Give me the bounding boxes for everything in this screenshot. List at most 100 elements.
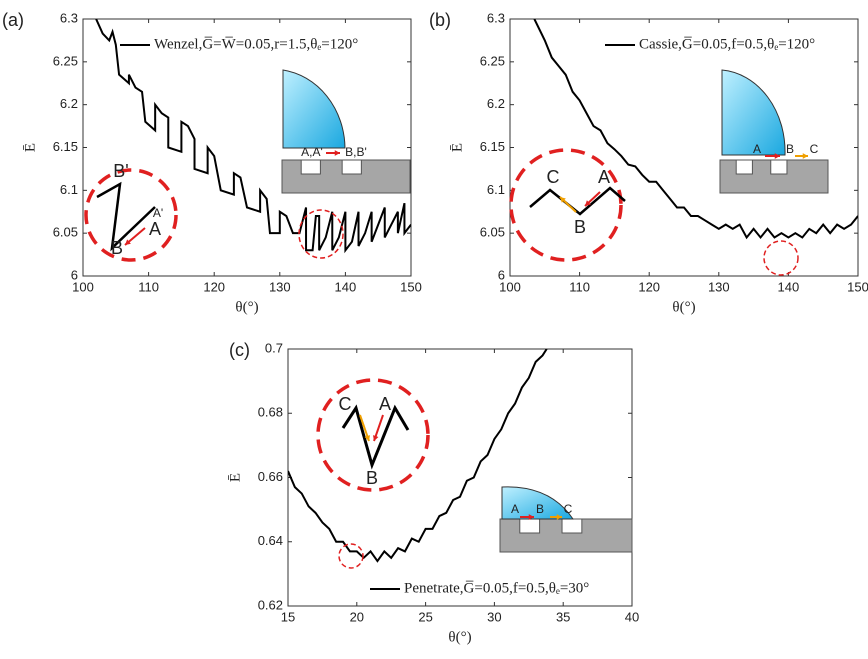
arrow-head bbox=[556, 514, 562, 520]
x-tick-label: 35 bbox=[556, 609, 570, 624]
legend-label: Cassie,G̅=0.05,f=0.5,θₑ=120° bbox=[639, 36, 815, 52]
x-tick-label: 20 bbox=[350, 609, 364, 624]
x-axis-label: θ(°) bbox=[235, 299, 258, 315]
highlight-circle bbox=[338, 543, 364, 569]
panel-label: (b) bbox=[429, 10, 451, 30]
x-tick-label: 130 bbox=[269, 279, 291, 294]
arrow-head bbox=[585, 200, 591, 206]
annotation: C bbox=[339, 394, 352, 414]
x-tick-label: 120 bbox=[203, 279, 225, 294]
droplet bbox=[282, 69, 346, 149]
legend-label: Penetrate,G̅=0.05,f=0.5,θₑ=30° bbox=[404, 580, 589, 596]
arrow-head bbox=[774, 153, 780, 159]
panel-label: (c) bbox=[229, 340, 250, 360]
x-tick-label: 110 bbox=[569, 279, 590, 294]
annotation: B bbox=[111, 238, 123, 258]
annotation: B,B' bbox=[345, 145, 367, 159]
x-tick-label: 150 bbox=[847, 279, 868, 294]
arrow-head bbox=[373, 435, 379, 441]
groove bbox=[519, 518, 541, 534]
annotation: A bbox=[598, 167, 610, 187]
annotation: B bbox=[536, 502, 544, 516]
annotation: B bbox=[366, 468, 378, 488]
y-axis-label: Ē bbox=[449, 143, 465, 152]
x-tick-label: 140 bbox=[335, 279, 357, 294]
y-tick-label: 6.2 bbox=[60, 96, 78, 111]
x-tick-label: 140 bbox=[778, 279, 800, 294]
x-tick-label: 130 bbox=[708, 279, 730, 294]
groove bbox=[341, 159, 362, 175]
x-tick-label: 15 bbox=[281, 609, 295, 624]
legend-label: Wenzel,G̅=W̅=0.05,r=1.5,θₑ=120° bbox=[154, 36, 358, 52]
annotation: A bbox=[149, 219, 161, 239]
panel-label: (a) bbox=[2, 10, 24, 30]
arrow-head bbox=[528, 514, 534, 520]
y-tick-label: 0.62 bbox=[258, 597, 283, 612]
data-line bbox=[95, 19, 411, 254]
arrow-head bbox=[334, 150, 340, 156]
data-line bbox=[533, 19, 858, 240]
y-tick-label: 6.05 bbox=[480, 225, 505, 240]
arrow-head bbox=[560, 197, 566, 203]
arrow-head bbox=[802, 153, 808, 159]
x-tick-label: 120 bbox=[638, 279, 660, 294]
highlight-circle bbox=[316, 378, 430, 492]
highlight-circle bbox=[763, 240, 799, 276]
annotation: C bbox=[547, 167, 560, 187]
zigzag bbox=[96, 181, 156, 252]
y-tick-label: 6.05 bbox=[53, 225, 78, 240]
zigzag bbox=[341, 404, 410, 470]
annotation: A bbox=[753, 142, 761, 156]
y-tick-label: 0.7 bbox=[265, 340, 283, 355]
x-tick-label: 100 bbox=[72, 279, 94, 294]
y-tick-label: 0.68 bbox=[258, 405, 283, 420]
annotation: A bbox=[511, 502, 519, 516]
y-tick-label: 6 bbox=[498, 267, 505, 282]
x-tick-label: 30 bbox=[487, 609, 501, 624]
x-tick-label: 100 bbox=[499, 279, 521, 294]
highlight-circle bbox=[298, 209, 344, 259]
x-tick-label: 25 bbox=[418, 609, 432, 624]
y-tick-label: 6.1 bbox=[487, 182, 505, 197]
y-tick-label: 6 bbox=[71, 267, 78, 282]
y-tick-label: 6.2 bbox=[487, 96, 505, 111]
droplet bbox=[501, 486, 574, 520]
groove bbox=[770, 159, 788, 175]
y-tick-label: 6.1 bbox=[60, 182, 78, 197]
y-tick-label: 0.64 bbox=[258, 533, 283, 548]
highlight-circle bbox=[509, 148, 623, 262]
plot-area bbox=[509, 18, 859, 277]
annotation: A,A' bbox=[301, 145, 323, 159]
x-tick-label: 110 bbox=[138, 279, 159, 294]
groove bbox=[300, 159, 321, 175]
x-axis-label: θ(°) bbox=[448, 629, 471, 645]
plot-area bbox=[287, 348, 633, 607]
y-tick-label: 0.66 bbox=[258, 469, 283, 484]
y-tick-label: 6.25 bbox=[480, 53, 505, 68]
arrow-head bbox=[125, 239, 131, 245]
annotation: B bbox=[574, 217, 586, 237]
annotation: B' bbox=[113, 161, 128, 181]
y-tick-label: 6.25 bbox=[53, 53, 78, 68]
y-tick-label: 6.15 bbox=[480, 139, 505, 154]
groove bbox=[735, 159, 753, 175]
x-tick-label: 40 bbox=[625, 609, 639, 624]
droplet bbox=[721, 69, 786, 156]
y-tick-label: 6.3 bbox=[60, 10, 78, 25]
annotation: C bbox=[564, 502, 573, 516]
y-tick-label: 6.3 bbox=[487, 10, 505, 25]
annotation: A' bbox=[153, 206, 163, 220]
data-line bbox=[288, 349, 548, 563]
y-axis-label: Ē bbox=[22, 143, 38, 152]
annotation: B bbox=[786, 142, 794, 156]
zigzag bbox=[529, 186, 626, 216]
highlight-circle bbox=[84, 168, 178, 262]
x-tick-label: 150 bbox=[400, 279, 422, 294]
y-tick-label: 6.15 bbox=[53, 139, 78, 154]
annotation: A bbox=[379, 394, 391, 414]
groove bbox=[561, 518, 583, 534]
y-axis-label: Ē bbox=[227, 473, 243, 482]
x-axis-label: θ(°) bbox=[672, 299, 695, 315]
